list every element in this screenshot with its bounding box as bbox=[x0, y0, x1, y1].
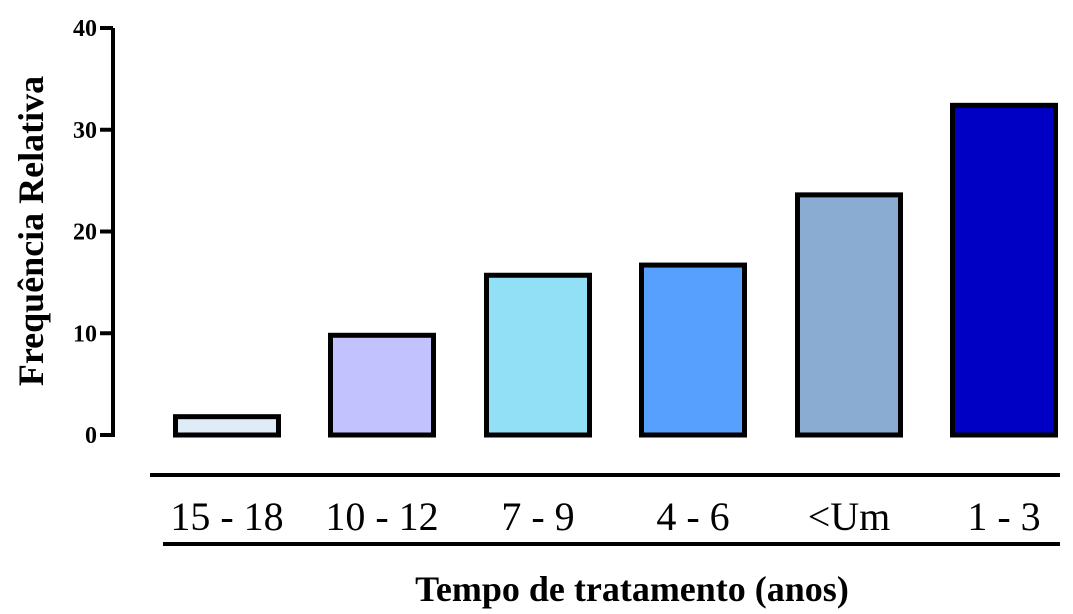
y-tick-label: 20 bbox=[73, 220, 97, 246]
y-tick-label: 40 bbox=[73, 16, 97, 42]
category-label: 15 - 18 bbox=[170, 494, 283, 539]
bar bbox=[487, 275, 590, 435]
y-ticks: 0 10 20 30 40 bbox=[73, 16, 113, 449]
category-label: <Um bbox=[808, 494, 891, 539]
x-axis-title: Tempo de tratamento (anos) bbox=[415, 569, 849, 609]
y-tick-label: 10 bbox=[73, 321, 97, 347]
category-label: 10 - 12 bbox=[325, 494, 438, 539]
y-axis-title: Frequência Relativa bbox=[11, 76, 51, 386]
category-labels: 15 - 18 10 - 12 7 - 9 4 - 6 <Um 1 - 3 bbox=[170, 494, 1040, 539]
category-label: 4 - 6 bbox=[656, 494, 729, 539]
bar bbox=[642, 265, 745, 435]
y-tick-label: 30 bbox=[73, 118, 97, 144]
bar bbox=[798, 195, 901, 435]
category-label: 1 - 3 bbox=[967, 494, 1040, 539]
bars bbox=[176, 105, 1056, 435]
bar bbox=[953, 105, 1056, 435]
category-label: 7 - 9 bbox=[501, 494, 574, 539]
bar bbox=[176, 417, 279, 435]
bar bbox=[331, 335, 434, 435]
y-tick-label: 0 bbox=[85, 423, 97, 449]
